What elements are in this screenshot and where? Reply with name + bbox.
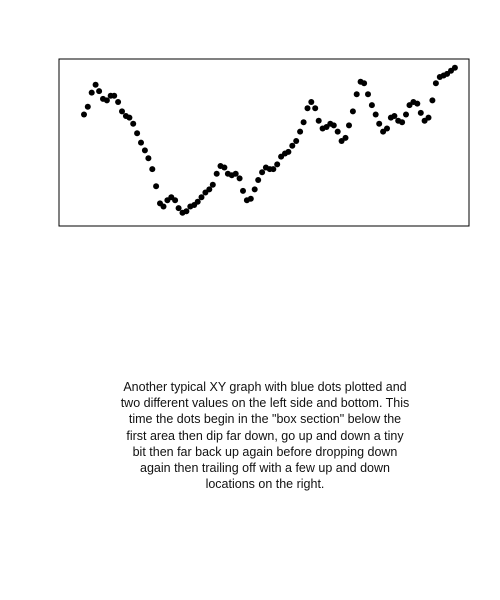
data-point-35 [209,181,216,188]
data-point-62 [312,105,319,112]
data-point-42 [236,175,243,182]
plot-frame [58,58,470,227]
data-point-41 [232,170,239,177]
data-point-22 [160,203,167,210]
data-point-83 [391,113,398,119]
data-point-68 [334,128,341,135]
data-point-36 [213,170,220,177]
data-point-1 [81,111,87,118]
data-point-67 [330,122,337,129]
data-point-93 [429,97,436,104]
scatter-chart [58,58,470,227]
data-point-99 [451,64,458,71]
data-point-75 [361,80,368,87]
data-points [81,64,458,216]
data-point-81 [384,125,390,132]
data-point-38 [221,164,228,171]
data-point-63 [315,117,322,124]
data-point-4 [92,81,99,88]
data-point-70 [342,134,349,141]
data-point-78 [372,111,379,118]
data-point-32 [198,194,205,201]
data-point-31 [194,198,201,205]
data-point-60 [304,105,311,112]
data-point-19 [149,166,156,173]
data-point-45 [247,195,254,202]
data-point-25 [172,197,179,204]
data-point-90 [417,109,424,116]
data-point-92 [425,114,432,121]
data-point-43 [240,187,246,194]
data-point-10 [115,99,122,105]
data-point-85 [399,119,406,126]
data-point-79 [376,120,383,127]
data-point-5 [96,88,103,95]
data-point-73 [353,91,360,98]
chart-caption: Another typical XY graph with blue dots … [120,380,410,492]
data-point-71 [346,122,352,129]
data-point-89 [414,100,421,107]
data-point-48 [259,169,266,176]
data-point-52 [274,161,281,168]
data-point-18 [145,155,152,162]
data-point-16 [138,139,144,146]
data-point-55 [285,148,292,155]
data-point-15 [134,130,141,137]
data-point-2 [84,103,91,110]
data-point-20 [153,183,160,190]
data-point-17 [141,147,148,154]
data-point-9 [111,92,118,99]
data-point-47 [255,177,262,183]
data-point-28 [183,208,190,215]
data-point-14 [130,120,137,127]
data-point-51 [270,166,277,173]
data-point-34 [206,186,213,193]
data-point-7 [103,97,110,104]
data-point-94 [432,80,439,87]
data-point-58 [297,128,304,135]
data-point-26 [175,205,182,212]
data-point-11 [119,108,125,115]
data-point-13 [126,114,133,121]
data-point-76 [365,91,371,98]
data-point-61 [308,99,315,105]
data-point-59 [300,119,307,126]
data-point-72 [349,108,356,115]
data-point-77 [368,102,375,109]
data-point-86 [403,111,409,118]
data-point-46 [251,186,258,193]
data-point-3 [88,89,95,96]
data-point-56 [289,142,296,149]
data-point-57 [293,138,300,144]
